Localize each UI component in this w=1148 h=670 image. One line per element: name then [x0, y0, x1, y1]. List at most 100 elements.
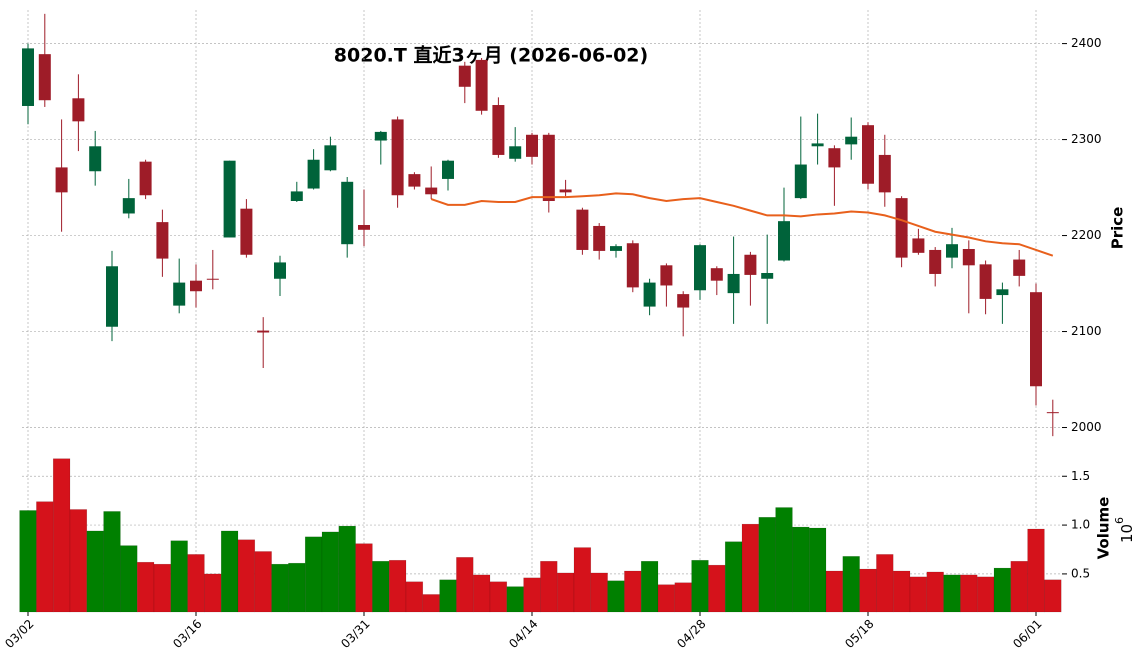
candle-body — [710, 268, 723, 281]
candle-body — [223, 160, 236, 238]
candle-body — [442, 160, 454, 179]
volume-bar — [607, 580, 625, 613]
volume-bar — [456, 557, 474, 613]
volume-bar — [792, 526, 810, 613]
volume-bar — [52, 458, 71, 613]
volume-bar — [1010, 560, 1028, 613]
candle-body — [1030, 292, 1042, 387]
candle-body — [139, 161, 152, 196]
y-tick-label: 2400 — [1071, 36, 1102, 50]
volume-bar — [422, 594, 440, 613]
candle-body — [559, 189, 572, 193]
volume-bar — [304, 536, 323, 613]
volume-bar — [36, 501, 54, 613]
candle-body — [307, 159, 320, 189]
volume-bar — [254, 551, 272, 613]
candle-body — [458, 65, 471, 87]
candle-body — [156, 222, 169, 259]
candle-body — [358, 225, 370, 230]
y-tick-label: 2100 — [1071, 324, 1102, 338]
candle-body — [744, 254, 757, 275]
candle-body — [845, 136, 858, 145]
candle-body — [778, 221, 790, 261]
volume-bar — [775, 507, 793, 613]
candle-body — [526, 134, 538, 157]
volume-bar — [338, 525, 356, 613]
volume-bar — [170, 540, 188, 613]
candle-body — [374, 131, 387, 141]
volume-axis-label: Volume — [1095, 497, 1113, 560]
candle-body — [912, 238, 925, 253]
volume-bar — [506, 586, 524, 613]
volume-bar — [540, 560, 558, 613]
chart-title: 8020.T 直近3ヶ月 (2026-06-02) — [334, 44, 648, 67]
candle-body — [643, 282, 656, 307]
candle-body — [324, 145, 337, 171]
candle-body — [475, 59, 488, 111]
volume-bar — [859, 568, 877, 613]
candle-body — [274, 262, 286, 279]
candle-body — [542, 134, 555, 202]
candle-body — [206, 278, 219, 280]
volume-multiplier: 106 — [1113, 517, 1136, 543]
candle-body — [895, 198, 908, 258]
volume-bar — [86, 530, 104, 613]
volume-bar — [758, 517, 776, 613]
x-tick-label: 05/18 — [842, 617, 876, 651]
volume-bar — [993, 567, 1012, 613]
volume-bar — [237, 539, 256, 613]
volume-bar — [825, 570, 844, 613]
volume-bar — [741, 523, 760, 613]
candle-body — [610, 246, 622, 251]
candle-body — [38, 54, 51, 101]
price-axis-label: Price — [1109, 207, 1127, 250]
candle-body — [122, 198, 135, 214]
candle-body — [341, 181, 354, 245]
candle-body — [1013, 259, 1026, 276]
volume-bar — [120, 545, 138, 613]
volume-bar — [271, 563, 289, 613]
candle-body — [593, 225, 606, 251]
candle-body — [727, 273, 740, 294]
volume-bar — [640, 560, 659, 613]
volume-bar — [876, 554, 894, 613]
candle-body — [862, 125, 874, 184]
volume-bar — [472, 574, 491, 613]
volume-bar — [388, 559, 407, 613]
volume-bar — [926, 571, 944, 613]
volume-bar — [724, 541, 743, 613]
volume-bar — [960, 574, 978, 613]
candle-body — [677, 294, 690, 308]
y-tick-label: 2000 — [1071, 420, 1102, 434]
volume-bar — [489, 581, 508, 613]
candle-body — [106, 266, 118, 327]
volume-bar — [69, 509, 88, 613]
moving-average-line — [430, 192, 1054, 257]
volume-bar — [842, 556, 860, 613]
x-tick-label: 03/02 — [2, 617, 36, 651]
candle-body — [408, 174, 421, 187]
volume-bar — [892, 570, 911, 613]
candle-body — [929, 249, 942, 274]
candle-body — [996, 289, 1009, 296]
candle-body — [694, 245, 706, 291]
volume-bar — [355, 543, 373, 613]
candle-body — [240, 208, 253, 255]
volume-bar — [136, 561, 155, 613]
candle-body — [1046, 412, 1059, 414]
candle-body — [257, 330, 270, 333]
volume-bar — [808, 527, 827, 613]
candle-body — [89, 146, 102, 172]
volume-bar — [372, 560, 390, 613]
y-tick-label: 1.0 — [1071, 518, 1090, 532]
candle-body — [576, 209, 589, 250]
candle-body — [660, 265, 673, 286]
multiplier-exponent: 6 — [1113, 517, 1126, 524]
volume-bar — [321, 531, 340, 613]
candle-body — [72, 98, 85, 122]
x-tick-label: 06/01 — [1010, 617, 1044, 651]
multiplier-base: 10 — [1118, 524, 1136, 543]
volume-bar — [708, 564, 726, 613]
candle-body — [173, 282, 186, 306]
volume-bar — [691, 559, 709, 613]
